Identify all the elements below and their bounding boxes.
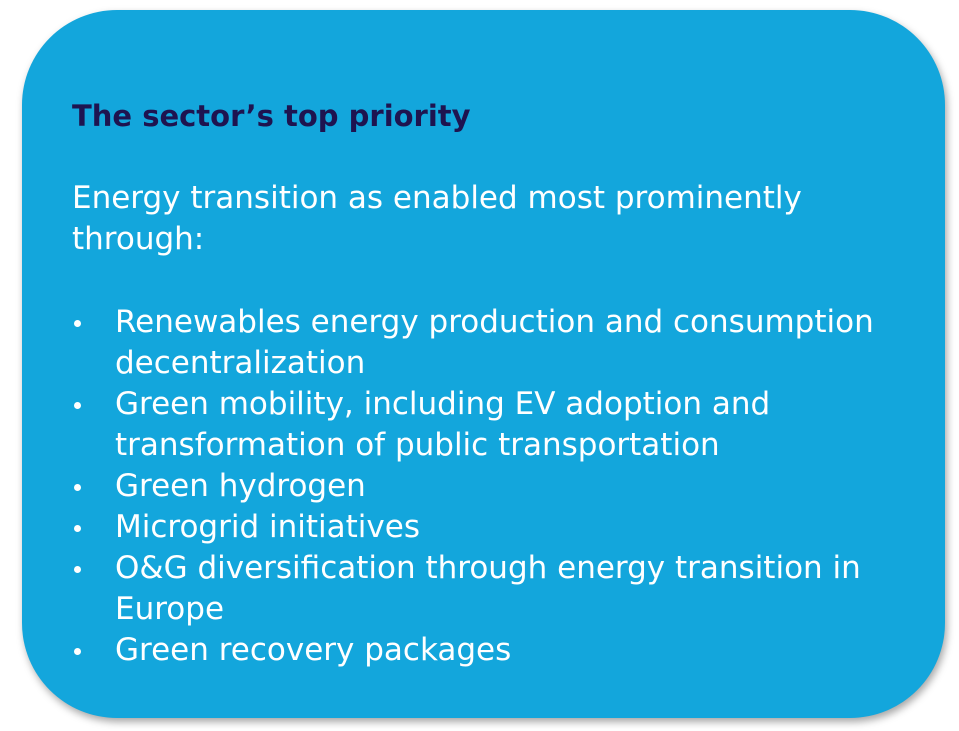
bullet-list: Renewables energy production and consump…	[72, 302, 935, 671]
bullet-item: Microgrid initiatives	[74, 507, 935, 548]
bullet-item: Green hydrogen	[74, 466, 935, 507]
priority-card	[22, 10, 945, 718]
bullet-item: Renewables energy production and consump…	[74, 302, 935, 384]
bullet-item: Green mobility, including EV adoption an…	[74, 384, 935, 466]
card-title: The sector’s top priority	[72, 99, 471, 133]
bullet-item: O&G diversification through energy trans…	[74, 548, 935, 630]
bullet-item: Green recovery packages	[74, 630, 935, 671]
intro-text: Energy transition as enabled most promin…	[72, 180, 802, 257]
